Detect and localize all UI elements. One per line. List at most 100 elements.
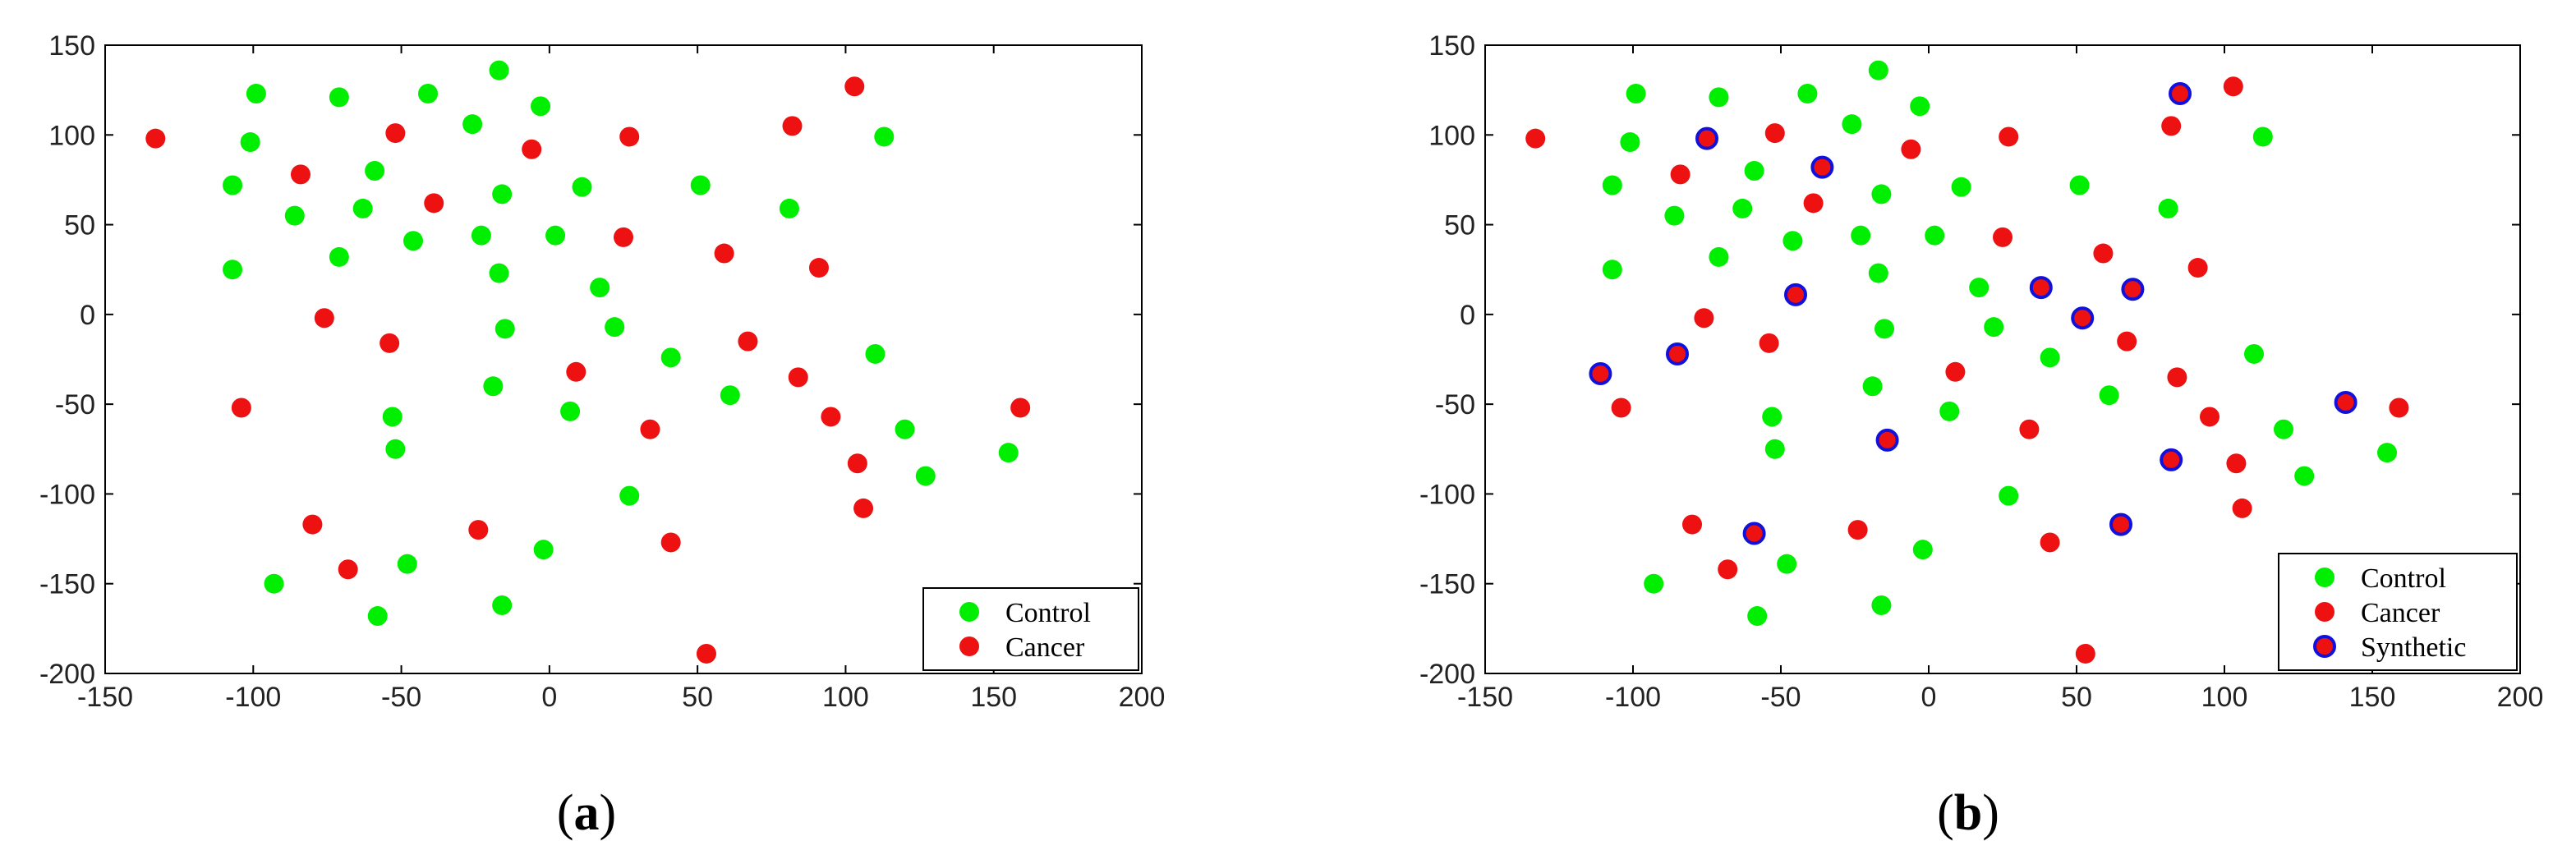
legend-marker-control: [959, 602, 979, 622]
point-control: [223, 175, 243, 195]
point-cancer: [1010, 398, 1031, 418]
point-control: [690, 175, 711, 195]
point-control: [1842, 114, 1862, 135]
point-control: [1747, 606, 1768, 627]
point-control: [385, 439, 406, 459]
point-cancer: [314, 308, 334, 329]
point-synthetic: [2160, 448, 2183, 471]
point-control: [1851, 225, 1871, 246]
point-control: [998, 443, 1019, 463]
point-cancer: [1945, 361, 1966, 382]
x-tick-label: -50: [381, 682, 421, 713]
point-cancer: [290, 164, 310, 185]
point-cancer: [640, 419, 660, 439]
point-synthetic: [2029, 276, 2053, 300]
legend: Control Cancer: [922, 587, 1139, 671]
point-control: [1969, 278, 1990, 298]
point-control: [418, 84, 439, 104]
y-tick-label: 0: [80, 300, 95, 331]
point-cancer: [1682, 514, 1702, 535]
point-cancer: [566, 361, 586, 382]
y-tick-label: -150: [39, 569, 95, 600]
point-cancer: [231, 398, 251, 418]
y-tick-label: -150: [1419, 569, 1475, 600]
point-control: [2158, 198, 2178, 218]
point-control: [1664, 205, 1685, 226]
point-control: [1910, 96, 1930, 117]
point-cancer: [380, 333, 400, 353]
x-tick-label: -100: [1605, 682, 1661, 713]
point-cancer: [782, 116, 803, 136]
point-control: [240, 132, 260, 153]
legend-label-cancer: Cancer: [2361, 598, 2440, 628]
point-synthetic: [2169, 82, 2192, 106]
point-control: [1951, 177, 1971, 197]
point-cancer: [145, 128, 166, 149]
point-control: [329, 246, 349, 267]
point-cancer: [302, 514, 323, 535]
x-tick-label: -150: [1457, 682, 1513, 713]
point-synthetic: [1810, 155, 1834, 179]
point-control: [895, 419, 915, 439]
point-control: [1644, 573, 1664, 594]
legend-marker-control: [2315, 568, 2334, 587]
legend-marker-cancer: [2315, 602, 2334, 622]
point-control: [489, 60, 509, 80]
point-cancer: [2167, 367, 2187, 388]
y-tick-label: -200: [1419, 659, 1475, 690]
point-control: [1984, 317, 2004, 338]
point-cancer: [2226, 453, 2247, 474]
point-cancer: [1803, 193, 1824, 214]
point-cancer: [714, 243, 734, 264]
point-control: [1868, 60, 1888, 80]
point-cancer: [2389, 398, 2409, 418]
point-cancer: [2200, 407, 2220, 427]
point-control: [492, 595, 513, 615]
point-cancer: [2117, 331, 2137, 352]
point-control: [560, 401, 581, 421]
point-cancer: [2075, 643, 2095, 664]
point-control: [1709, 246, 1729, 267]
point-cancer: [619, 126, 640, 147]
point-control: [264, 573, 284, 594]
point-control: [1762, 407, 1782, 427]
point-control: [1871, 595, 1892, 615]
point-cancer: [1764, 123, 1785, 144]
x-tick-label: 50: [2061, 682, 2092, 713]
x-tick-label: 0: [1921, 682, 1937, 713]
point-cancer: [2019, 419, 2040, 439]
point-control: [365, 161, 385, 181]
plot-frame: [104, 44, 1143, 674]
point-control: [382, 407, 402, 427]
legend-marker-cancer: [959, 637, 979, 656]
point-cancer: [1611, 398, 1631, 418]
point-control: [1912, 540, 1933, 560]
point-cancer: [1525, 128, 1546, 149]
point-control: [720, 385, 740, 406]
data-points: [1525, 60, 2409, 664]
point-control: [619, 485, 640, 506]
point-cancer: [660, 532, 681, 553]
point-control: [874, 126, 895, 147]
legend-label-synthetic: Synthetic: [2361, 632, 2466, 663]
panel-b: -150 -100 -50 0 50 100 150 200 150 100 50 0 -50 -100 -…: [1419, 30, 2543, 841]
y-tick-label: -200: [39, 659, 95, 690]
point-cancer: [853, 498, 874, 518]
point-cancer: [385, 123, 406, 144]
point-control: [660, 347, 681, 368]
x-tick-label: -150: [77, 682, 133, 713]
point-control: [779, 198, 799, 218]
y-tick-label: 100: [1428, 120, 1475, 151]
point-control: [1744, 161, 1764, 181]
x-tick-label: -100: [225, 682, 281, 713]
point-cancer: [1999, 126, 2019, 147]
point-cancer: [1694, 308, 1714, 329]
point-control: [1862, 376, 1883, 397]
point-control: [2099, 385, 2119, 406]
data-points: [145, 60, 1031, 664]
caption-b: (b): [1937, 785, 1999, 841]
point-control: [2274, 419, 2293, 439]
point-control: [1602, 175, 1622, 195]
y-tick-label: 0: [1460, 300, 1475, 331]
